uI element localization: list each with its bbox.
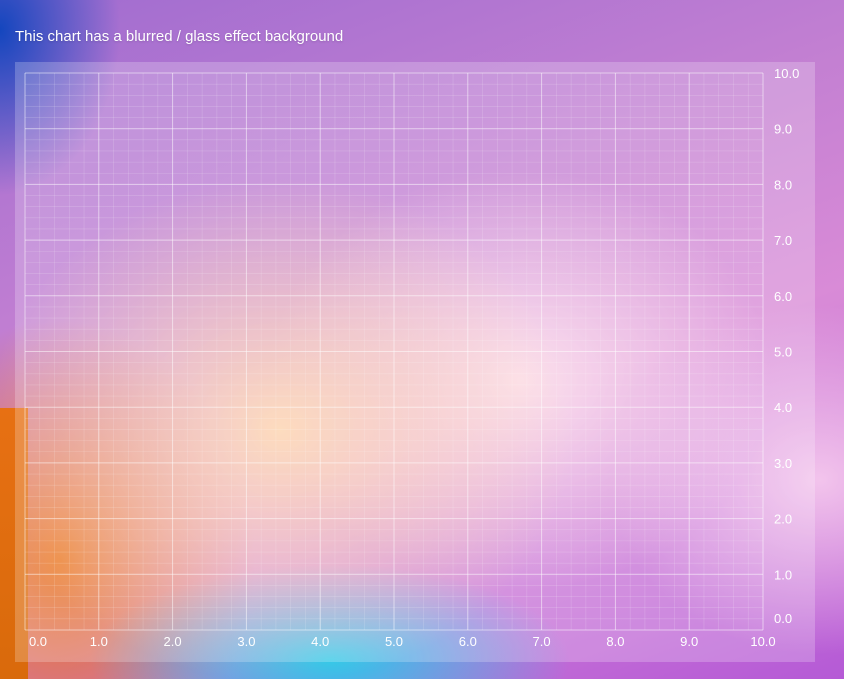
x-tick-label: 1.0 bbox=[90, 634, 108, 649]
y-tick-label: 9.0 bbox=[774, 122, 792, 137]
glass-chart-panel bbox=[15, 62, 815, 662]
x-tick-label: 0.0 bbox=[29, 634, 47, 649]
minor-grid bbox=[24, 72, 764, 631]
y-tick-label: 4.0 bbox=[774, 400, 792, 415]
y-tick-label: 6.0 bbox=[774, 289, 792, 304]
x-tick-label: 9.0 bbox=[680, 634, 698, 649]
background-orange-shape bbox=[0, 408, 28, 679]
chart-title: This chart has a blurred / glass effect … bbox=[15, 28, 344, 45]
y-tick-label: 0.0 bbox=[774, 611, 792, 626]
y-tick-label: 8.0 bbox=[774, 177, 792, 192]
y-tick-label: 2.0 bbox=[774, 512, 792, 527]
y-tick-label: 1.0 bbox=[774, 567, 792, 582]
x-tick-label: 7.0 bbox=[533, 634, 551, 649]
y-tick-label: 10.0 bbox=[774, 66, 799, 81]
x-axis-ticks: 0.0 1.0 2.0 3.0 4.0 5.0 6.0 7.0 8.0 9.0 10.0 bbox=[29, 634, 776, 649]
y-tick-label: 3.0 bbox=[774, 456, 792, 471]
x-tick-label: 8.0 bbox=[606, 634, 624, 649]
x-tick-label: 3.0 bbox=[237, 634, 255, 649]
y-tick-label: 5.0 bbox=[774, 345, 792, 360]
x-tick-label: 5.0 bbox=[385, 634, 403, 649]
y-axis-ticks: 0.0 1.0 2.0 3.0 4.0 5.0 6.0 7.0 8.0 9.0 10.0 bbox=[774, 66, 799, 626]
x-tick-label: 2.0 bbox=[164, 634, 182, 649]
x-tick-label: 6.0 bbox=[459, 634, 477, 649]
y-tick-label: 7.0 bbox=[774, 233, 792, 248]
x-tick-label: 10.0 bbox=[750, 634, 775, 649]
major-grid bbox=[24, 72, 764, 631]
x-tick-label: 4.0 bbox=[311, 634, 329, 649]
